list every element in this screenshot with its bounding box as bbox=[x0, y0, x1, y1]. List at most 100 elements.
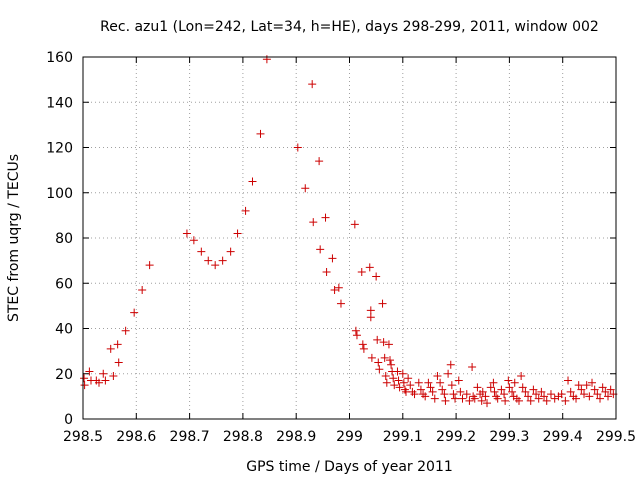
data-point bbox=[351, 326, 360, 335]
data-point bbox=[316, 245, 325, 254]
x-tick-label: 298.7 bbox=[170, 429, 210, 445]
data-point bbox=[248, 177, 257, 186]
data-point bbox=[398, 369, 407, 378]
y-tick-label: 60 bbox=[55, 276, 73, 292]
data-point bbox=[382, 378, 391, 387]
data-point bbox=[373, 335, 382, 344]
data-point bbox=[454, 376, 463, 385]
data-point bbox=[121, 326, 130, 335]
data-point bbox=[444, 369, 453, 378]
data-point bbox=[590, 385, 599, 394]
data-point bbox=[574, 381, 583, 390]
data-point bbox=[588, 378, 597, 387]
data-point bbox=[483, 399, 492, 408]
data-point bbox=[508, 387, 517, 396]
data-point bbox=[473, 383, 482, 392]
data-point bbox=[490, 387, 499, 396]
data-point bbox=[598, 383, 607, 392]
y-tick-label: 80 bbox=[55, 231, 73, 247]
data-point bbox=[109, 372, 118, 381]
data-point bbox=[322, 267, 331, 276]
data-point bbox=[366, 306, 375, 315]
y-tick-label: 120 bbox=[46, 141, 73, 157]
data-point bbox=[468, 362, 477, 371]
x-tick-label: 299.1 bbox=[383, 429, 423, 445]
y-tick-label: 140 bbox=[46, 95, 73, 111]
data-point bbox=[80, 374, 89, 383]
data-point bbox=[546, 390, 555, 399]
data-point bbox=[510, 378, 519, 387]
data-point bbox=[458, 394, 467, 403]
data-point bbox=[542, 396, 551, 405]
data-point bbox=[504, 376, 513, 385]
data-point bbox=[436, 378, 445, 387]
data-point bbox=[505, 383, 514, 392]
data-point bbox=[395, 383, 404, 392]
data-point bbox=[113, 340, 122, 349]
data-point bbox=[561, 396, 570, 405]
data-point bbox=[328, 254, 337, 263]
data-point bbox=[524, 392, 533, 401]
data-point bbox=[478, 387, 487, 396]
data-point bbox=[379, 338, 388, 347]
y-tick-labels: 0 20 40 60 80 100 120 140 160 bbox=[46, 50, 73, 428]
data-point bbox=[497, 385, 506, 394]
data-point bbox=[204, 256, 213, 265]
data-point bbox=[481, 392, 490, 401]
data-point bbox=[357, 267, 366, 276]
x-tick-label: 299 bbox=[336, 429, 363, 445]
data-point bbox=[449, 390, 458, 399]
data-point bbox=[451, 394, 460, 403]
data-point bbox=[604, 392, 613, 401]
data-point bbox=[330, 286, 339, 295]
data-point bbox=[365, 263, 374, 272]
y-axis-label: STEC from uqrg / TECUs bbox=[6, 154, 22, 322]
grid bbox=[83, 57, 616, 419]
data-point bbox=[447, 381, 456, 390]
data-point bbox=[374, 358, 383, 367]
data-point bbox=[470, 394, 479, 403]
data-point bbox=[99, 369, 108, 378]
data-point bbox=[321, 213, 330, 222]
data-point bbox=[501, 396, 510, 405]
data-point bbox=[85, 367, 94, 376]
data-point bbox=[130, 308, 139, 317]
data-point bbox=[381, 372, 390, 381]
data-point bbox=[218, 256, 227, 265]
data-point bbox=[80, 381, 89, 390]
data-point bbox=[424, 378, 433, 387]
data-point bbox=[375, 365, 384, 374]
data-point bbox=[384, 340, 393, 349]
data-point bbox=[440, 390, 449, 399]
data-point bbox=[416, 385, 425, 394]
data-point bbox=[421, 392, 430, 401]
data-point bbox=[350, 220, 359, 229]
data-point bbox=[394, 376, 403, 385]
y-tick-label: 160 bbox=[46, 50, 73, 66]
data-point bbox=[532, 390, 541, 399]
data-point bbox=[389, 374, 398, 383]
data-point bbox=[601, 387, 610, 396]
data-point bbox=[386, 356, 395, 365]
data-point bbox=[580, 390, 589, 399]
data-point bbox=[390, 381, 399, 390]
data-point bbox=[366, 313, 375, 322]
data-point bbox=[577, 385, 586, 394]
data-point bbox=[441, 396, 450, 405]
data-point bbox=[438, 385, 447, 394]
data-point bbox=[426, 383, 435, 392]
data-point bbox=[101, 376, 110, 385]
data-point bbox=[430, 394, 439, 403]
x-axis-label: GPS time / Days of year 2011 bbox=[246, 459, 453, 475]
x-tick-label: 298.6 bbox=[116, 429, 156, 445]
data-point bbox=[465, 396, 474, 405]
data-point bbox=[534, 394, 543, 403]
data-point bbox=[537, 387, 546, 396]
data-point bbox=[486, 383, 495, 392]
x-tick-labels: 298.5 298.6 298.7 298.8 298.9 299 299.1 299.2 29… bbox=[63, 429, 636, 445]
data-point bbox=[138, 286, 147, 295]
data-point bbox=[433, 372, 442, 381]
data-point bbox=[529, 385, 538, 394]
